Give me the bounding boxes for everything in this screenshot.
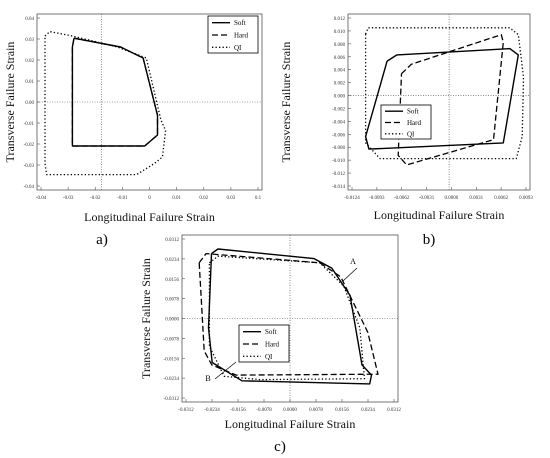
y-tick-label: 0.03 (25, 38, 34, 43)
legend-label-soft: Soft (407, 108, 419, 116)
series-soft-curve (207, 248, 373, 385)
x-tick-label: 0.0312 (387, 408, 401, 413)
legend-label-qi: QI (265, 353, 273, 361)
series-qi-curve (208, 255, 366, 381)
y-tick-label: 0.0234 (165, 258, 179, 263)
x-tick-label: 0.0000 (445, 196, 459, 201)
series-hard-curve (397, 34, 504, 166)
x-tick-label: 0.03 (227, 196, 236, 201)
legend-label-qi: QI (407, 130, 415, 138)
x-tick-label: 0.0234 (361, 408, 375, 413)
x-tick-label: 0.0031 (469, 196, 483, 201)
y-tick-label: -0.008 (332, 146, 345, 151)
y-tick-label: 0.04 (25, 17, 34, 22)
x-axis-label: Longitudinal Failure Strain (84, 210, 215, 224)
y-tick-label: 0.008 (334, 43, 346, 48)
y-tick-label: -0.004 (332, 120, 345, 125)
x-tick-label: -0.0312 (178, 408, 194, 413)
y-tick-label: 0.010 (334, 30, 346, 35)
x-tick-label: 0.0093 (519, 196, 533, 201)
x-tick-label: -0.0234 (204, 408, 220, 413)
x-tick-label: 0.02 (199, 196, 208, 201)
x-tick-label: -0.0078 (256, 408, 272, 413)
y-tick-label: -0.002 (332, 107, 345, 112)
y-tick-label: 0.004 (334, 69, 346, 74)
x-tick-label: 0.0078 (309, 408, 323, 413)
legend-label-soft: Soft (234, 19, 246, 27)
x-tick-label: 0 (148, 196, 151, 201)
y-axis-label: Transverse Failure Strain (279, 42, 293, 163)
x-tick-label: -0.01 (117, 196, 128, 201)
y-tick-label: 0.0312 (165, 238, 179, 243)
x-tick-label: 0.0156 (335, 408, 349, 413)
y-tick-label: -0.02 (24, 143, 35, 148)
y-axis-label: Transverse Failure Strain (3, 42, 17, 163)
annotation-leader-b (214, 361, 237, 380)
annotation-label-b: B (205, 374, 210, 383)
panel-label: c) (274, 439, 286, 455)
y-tick-label: 0.00 (25, 101, 34, 106)
annotation-leader-a (342, 267, 358, 282)
x-tick-label: -0.0124 (344, 196, 360, 201)
y-tick-label: -0.0156 (164, 357, 180, 362)
y-tick-label: 0.012 (334, 17, 346, 22)
y-tick-label: 0.0000 (165, 318, 179, 323)
y-tick-label: 0.002 (334, 82, 346, 87)
x-tick-label: 0.0062 (494, 196, 508, 201)
x-tick-label: 0.1 (255, 196, 262, 201)
x-tick-label: -0.03 (63, 196, 74, 201)
y-tick-label: 0.006 (334, 56, 346, 61)
y-tick-label: 0.000 (334, 95, 346, 100)
y-tick-label: 0.0078 (165, 298, 179, 303)
y-tick-label: -0.01 (24, 122, 35, 127)
legend: Soft Hard QI (238, 324, 290, 363)
y-tick-label: -0.0312 (164, 397, 180, 402)
y-tick-label: 0.01 (25, 80, 34, 85)
panel-label: a) (96, 232, 108, 248)
x-tick-label: -0.02 (90, 196, 101, 201)
y-tick-label: -0.04 (24, 185, 35, 190)
y-tick-label: -0.03 (24, 164, 35, 169)
y-tick-label: -0.012 (332, 172, 345, 177)
chart-panel-3: -0.0312 -0.0234 -0.0156 -0.0078 0.0000 0.0078… (139, 234, 401, 455)
legend-label-qi: QI (234, 44, 242, 52)
y-tick-label: -0.014 (332, 185, 345, 190)
annotation-label-a: A (350, 257, 356, 266)
chart-panel-2: -0.0124 -0.0093 -0.0062 -0.0031 0.0000 0.0031… (279, 13, 533, 248)
x-tick-label: 0.0000 (283, 408, 297, 413)
legend-label-hard: Hard (234, 32, 248, 40)
y-axis-label: Transverse Failure Strain (139, 258, 153, 379)
y-tick-label: -0.006 (332, 133, 345, 138)
series-hard-curve (71, 37, 159, 147)
x-tick-label: 0.01 (172, 196, 181, 201)
legend: Soft Hard QI (380, 104, 432, 140)
x-axis-label: Longitudinal Failure Strain (225, 417, 356, 431)
series-qi-curve (44, 30, 167, 176)
y-tick-label: 0.02 (25, 59, 34, 64)
y-tick-label: -0.0234 (164, 377, 180, 382)
y-tick-label: 0.0156 (165, 278, 179, 283)
legend-label-hard: Hard (265, 341, 279, 349)
y-tick-label: -0.010 (332, 159, 345, 164)
x-axis-label: Longitudinal Failure Strain (374, 208, 505, 222)
x-tick-label: -0.0156 (230, 408, 246, 413)
legend: Soft Hard QI (207, 15, 259, 54)
series-qi-curve (364, 27, 525, 160)
legend-label-soft: Soft (265, 328, 277, 336)
legend-label-hard: Hard (407, 119, 421, 127)
y-tick-label: -0.0078 (164, 337, 180, 342)
series-soft-curve (364, 47, 519, 150)
x-tick-label: -0.0093 (369, 196, 385, 201)
x-tick-label: -0.0031 (419, 196, 435, 201)
panel-label: b) (423, 232, 436, 248)
plot-frame (347, 13, 531, 191)
x-tick-label: -0.0062 (394, 196, 410, 201)
x-tick-label: -0.04 (36, 196, 47, 201)
series-hard-curve (198, 252, 379, 376)
chart-panel-1: -0.04 -0.03 -0.02 -0.01 0 0.01 0.02 0.03 0.1 0.04… (3, 13, 263, 248)
